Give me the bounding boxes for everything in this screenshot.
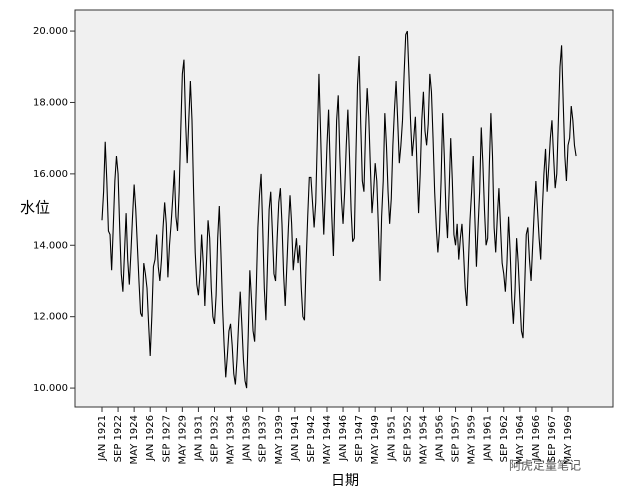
watermark: 阿虎定量笔记	[509, 458, 581, 473]
x-tick-label: JAN 1961	[483, 415, 494, 462]
x-tick-label: SEP 1952	[402, 415, 413, 462]
x-tick-label: MAY 1934	[226, 415, 237, 464]
x-tick-label: SEP 1922	[113, 415, 124, 462]
y-axis-label: 水位	[20, 199, 50, 217]
x-tick-label: MAY 1964	[515, 415, 526, 464]
x-tick-label: MAY 1939	[274, 415, 285, 464]
data-line	[101, 30, 577, 389]
x-tick-label: SEP 1942	[306, 415, 317, 462]
x-tick-label: SEP 1927	[161, 415, 172, 462]
y-tick-label: 16.000	[33, 169, 68, 180]
x-tick-label: MAY 1924	[129, 415, 140, 464]
x-tick-label: JAN 1931	[193, 415, 204, 462]
x-tick-label: SEP 1957	[451, 415, 462, 462]
y-tick-label: 20.000	[33, 26, 68, 37]
x-tick-label: JAN 1926	[145, 415, 156, 462]
x-tick-label: SEP 1937	[258, 415, 269, 462]
x-tick-label: SEP 1967	[547, 415, 558, 462]
x-tick-label: MAY 1969	[563, 415, 574, 464]
x-tick-label: MAY 1929	[177, 415, 188, 464]
x-tick-label: SEP 1932	[209, 415, 220, 462]
y-tick-label: 14.000	[33, 240, 68, 251]
x-tick-label: JAN 1966	[531, 415, 542, 462]
x-tick-label: JAN 1921	[97, 415, 108, 462]
x-tick-label: MAY 1954	[418, 415, 429, 464]
x-tick-label: JAN 1946	[338, 415, 349, 462]
y-tick-label: 18.000	[33, 97, 68, 108]
x-tick-label: JAN 1936	[242, 415, 253, 462]
x-tick-label: JAN 1956	[434, 415, 445, 462]
x-tick-label: SEP 1947	[354, 415, 365, 462]
x-tick-label: JAN 1941	[290, 415, 301, 462]
x-tick-label: MAY 1949	[370, 415, 381, 464]
x-tick-label: MAY 1959	[467, 415, 478, 464]
x-tick-label: JAN 1951	[386, 415, 397, 462]
x-tick-label: MAY 1944	[322, 415, 333, 464]
y-tick-label: 12.000	[33, 312, 68, 323]
x-tick-label: SEP 1962	[499, 415, 510, 462]
x-axis-label: 日期	[331, 473, 359, 489]
y-tick-label: 10.000	[33, 383, 68, 394]
